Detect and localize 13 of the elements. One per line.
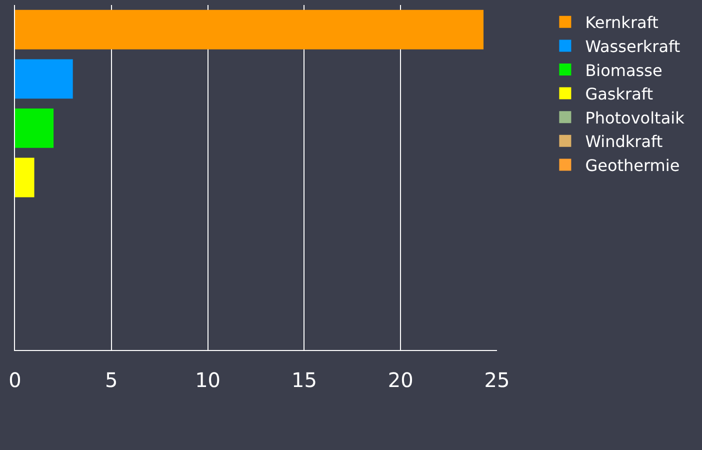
x-tick-label: 0: [8, 368, 22, 392]
x-tick-label: 25: [484, 368, 510, 392]
legend-label: Wasserkraft: [585, 36, 680, 56]
legend-label: Kernkraft: [585, 13, 658, 32]
legend-label: Biomasse: [585, 60, 662, 80]
legend-label: Windkraft: [585, 132, 663, 152]
legend-label: Gaskraft: [585, 84, 654, 104]
x-tick-label: 20: [388, 368, 414, 392]
legend-label: Geothermie: [585, 156, 680, 175]
x-tick-label: 5: [105, 368, 118, 392]
legend-label: Photovoltaik: [585, 108, 686, 128]
x-tick-label: 10: [195, 368, 221, 392]
x-tick-label: 15: [291, 368, 317, 392]
